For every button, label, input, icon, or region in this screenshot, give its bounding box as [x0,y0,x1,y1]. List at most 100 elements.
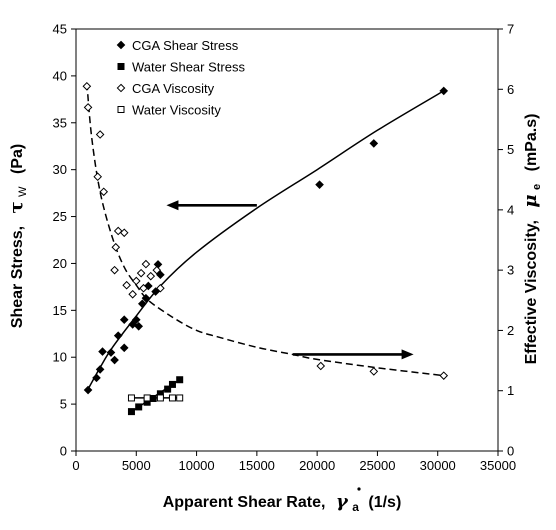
legend-label: Water Shear Stress [132,60,245,75]
water-shear-stress-point [127,408,135,416]
cga-viscosity-point [131,276,141,286]
cga-viscosity-trendline [86,83,444,377]
cga-shear-stress-point [369,139,379,148]
cga-viscosity-point [152,265,162,275]
y-right-tick-label: 3 [507,263,514,278]
cga-shear-stress-point [134,321,144,331]
legend-label: CGA Shear Stress [132,38,239,53]
cga-shear-stress-point [95,365,105,374]
y-left-tick-label: 5 [60,397,67,412]
cga-shear-stress-point [113,331,123,340]
annotation-arrows [166,200,414,360]
data-markers [82,81,449,416]
cga-viscosity-point [128,289,137,299]
y-right-axis-title-units: (mPa.s) [523,114,540,172]
water-shear-stress-point [149,394,157,402]
legend-label: CGA Viscosity [132,81,215,96]
water-shear-stress-point [135,403,143,411]
y-right-tick-label: 2 [507,323,514,338]
cga-viscosity-point [111,242,121,252]
cga-viscosity-point [122,280,131,290]
legend-label: Water Viscosity [132,103,221,118]
y-left-axis-title-label: Shear Stress, [9,226,26,328]
cga-viscosity-point [99,187,109,197]
water-viscosity-point [127,394,135,402]
cga-shear-stress-point [110,355,119,365]
y-right-tick-label: 4 [507,202,514,217]
y-right-axis-title-label: Effective Viscosity, [523,220,540,364]
y-left-axis-title-symbol: τ [6,201,27,213]
arrow-right-head [401,349,414,360]
water-viscosity-point [168,394,176,402]
cga-shear-stress-point [151,287,160,296]
x-axis-title-units: (1/s) [368,494,401,511]
x-tick-label: 20000 [299,458,335,473]
x-axis-ticks: 0 5000 10000 15000 20000 25000 30000 35000 [72,451,516,473]
cga-viscosity-point [316,361,326,371]
y-left-axis-title-subscript: W [17,186,29,197]
x-axis-title-symbol: γ [336,491,349,512]
cga-shear-stress-point [141,293,151,303]
cga-shear-stress-point [439,86,449,96]
cga-shear-stress-point [83,385,93,395]
y-right-axis-title-subscript: e [531,184,543,190]
legend: CGA Shear Stress Water Shear Stress CGA Vi… [116,38,245,118]
water-viscosity-point [176,394,184,402]
arrow-left-head [166,200,179,211]
x-tick-label: 25000 [359,458,395,473]
cga-viscosity-point [136,268,146,278]
legend-marker [117,63,125,70]
x-tick-label: 5000 [122,458,151,473]
x-axis-title-subscript: a [352,500,359,514]
cga-shear-stress-point [98,347,107,356]
cga-viscosity-point [369,367,379,376]
cga-viscosity-point [95,130,105,139]
cga-viscosity-point [93,172,103,182]
y-left-tick-label: 40 [53,68,67,83]
x-axis-title: Apparent Shear Rate, γ a (1/s) [163,491,402,515]
cga-viscosity-point [139,283,148,293]
y-left-tick-label: 10 [53,350,67,365]
x-tick-label: 35000 [480,458,516,473]
water-shear-stress-point [176,376,184,384]
water-viscosity-point [143,394,151,402]
cga-viscosity-point [83,103,93,112]
cga-shear-stress-point [131,315,141,325]
cga-shear-stress-trendline [87,90,445,390]
cga-viscosity-point [156,283,165,293]
cga-shear-stress-point [119,343,129,353]
y-right-tick-label: 6 [507,82,514,97]
x-tick-label: 0 [72,458,79,473]
x-axis-title-dot [357,487,361,491]
y-left-tick-label: 0 [60,444,67,459]
cga-viscosity-point [146,271,156,281]
cga-viscosity-point [82,81,92,91]
cga-shear-stress-point [92,373,101,383]
legend-marker [116,83,126,93]
cga-shear-stress-point [106,348,116,357]
cga-shear-stress-point [128,320,137,329]
cga-viscosity-point [110,265,119,275]
water-shear-stress-point [168,380,176,388]
y-left-axis-title-units: (Pa) [9,144,26,174]
legend-marker [116,40,126,50]
y-left-axis-title: Shear Stress, τ W (Pa) [6,144,30,328]
cga-shear-stress-point [315,180,324,189]
y-left-tick-label: 35 [53,115,67,130]
y-left-tick-label: 15 [53,303,67,318]
plot-border [75,28,499,452]
cga-viscosity-point [141,259,151,269]
y-left-axis-ticks: 0 5 10 15 20 25 30 35 40 45 [53,22,76,459]
y-right-tick-label: 5 [507,142,514,157]
cga-shear-stress-point [153,260,163,269]
y-right-tick-label: 7 [507,22,514,37]
cga-viscosity-point [119,228,129,238]
y-left-tick-label: 30 [53,162,67,177]
water-shear-stress-point [164,385,172,393]
cga-shear-stress-point [156,270,165,280]
y-right-axis-title-symbol: μ [520,194,541,207]
legend-marker [117,106,125,113]
cga-shear-stress-point [138,299,147,309]
